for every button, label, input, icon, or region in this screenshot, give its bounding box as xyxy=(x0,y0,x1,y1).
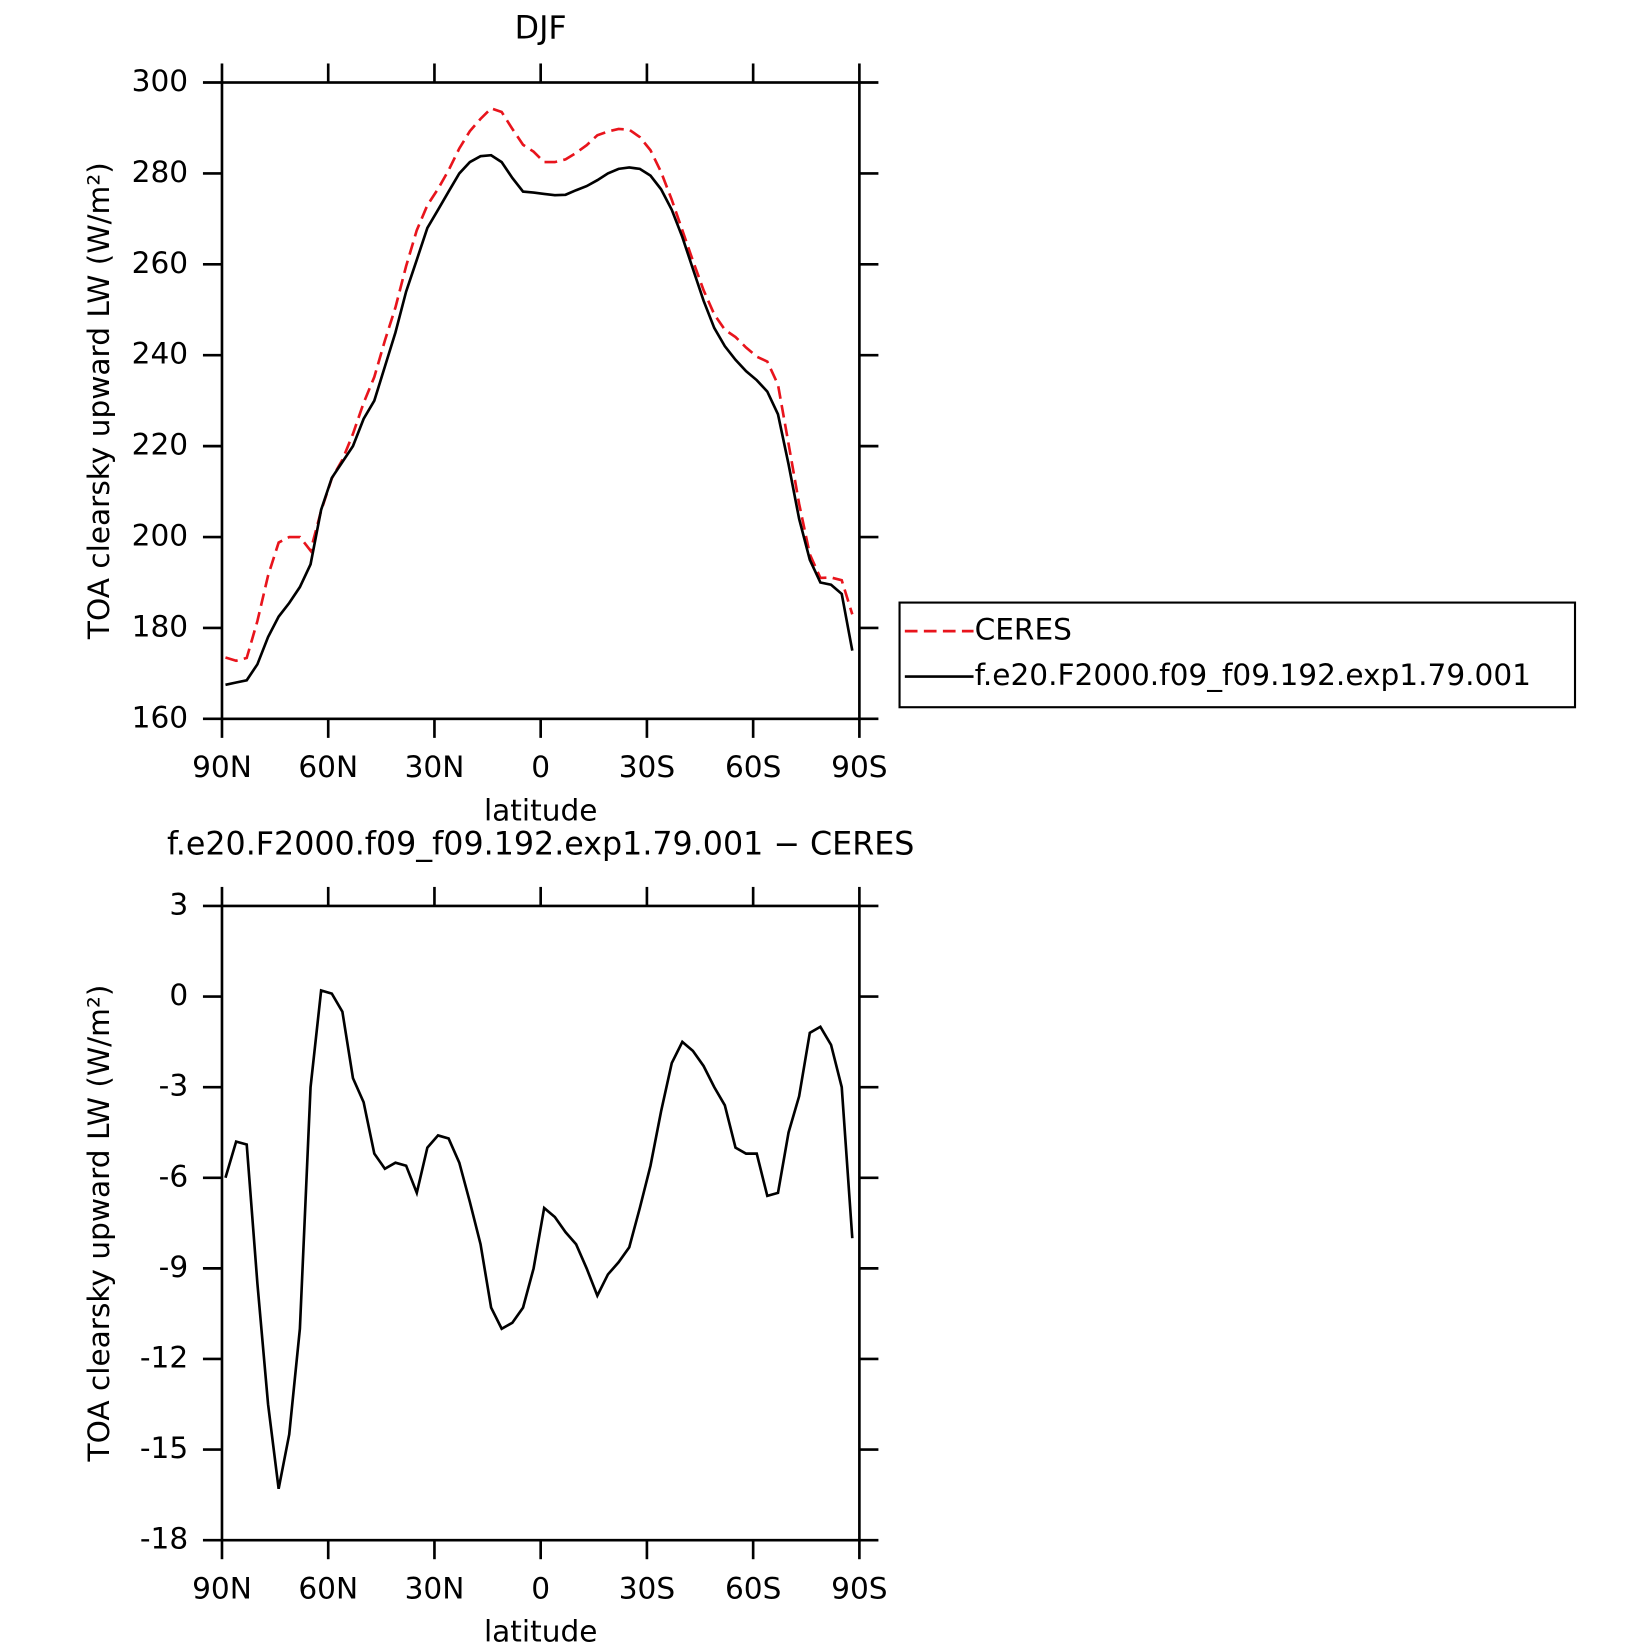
y-tick-label: 240 xyxy=(132,337,188,371)
data-line xyxy=(225,153,854,687)
legend-label: CERES xyxy=(975,613,1072,647)
x-tick-label: 90S xyxy=(831,1571,887,1605)
x-tick-label: 0 xyxy=(531,750,550,784)
chart-title: DJF xyxy=(515,11,567,47)
legend-box xyxy=(898,601,1577,709)
x-tick-label: 30N xyxy=(405,1571,465,1605)
y-tick-label: -6 xyxy=(159,1159,188,1193)
plot-frame xyxy=(220,904,861,1542)
x-tick-label: 60S xyxy=(725,1571,781,1605)
y-tick-label: -15 xyxy=(140,1431,188,1465)
data-line xyxy=(224,988,854,1490)
x-tick-label: 30S xyxy=(619,750,675,784)
x-tick-label: 90S xyxy=(831,750,887,784)
y-tick-label: 260 xyxy=(132,246,188,280)
y-tick-label: 180 xyxy=(132,609,188,643)
y-tick-label: 280 xyxy=(132,155,188,189)
data-line xyxy=(225,106,854,663)
x-axis-label: latitude xyxy=(484,793,597,827)
x-tick-label: 0 xyxy=(531,1571,550,1605)
legend-label: f.e20.F2000.f09_f09.192.exp1.79.001 xyxy=(975,658,1531,692)
y-tick-label: 300 xyxy=(132,64,188,98)
x-tick-label: 30S xyxy=(619,1571,675,1605)
x-tick-label: 90N xyxy=(192,750,252,784)
x-axis-label: latitude xyxy=(484,1615,597,1647)
x-tick-label: 60S xyxy=(725,750,781,784)
y-tick-label: 160 xyxy=(132,700,188,734)
y-tick-label: 3 xyxy=(169,887,188,921)
y-tick-label: 220 xyxy=(132,428,188,462)
x-tick-label: 60N xyxy=(298,750,358,784)
chart-title: f.e20.F2000.f09_f09.192.exp1.79.001 − CE… xyxy=(167,827,914,863)
y-axis-label: TOA clearsky upward LW (W/m²) xyxy=(82,985,116,1463)
x-tick-label: 30N xyxy=(405,750,465,784)
y-tick-label: -3 xyxy=(159,1069,188,1103)
y-tick-label: 0 xyxy=(169,978,188,1012)
y-axis-label: TOA clearsky upward LW (W/m²) xyxy=(82,162,116,640)
y-tick-label: -9 xyxy=(159,1250,188,1284)
plot-frame xyxy=(220,81,861,721)
y-tick-label: -12 xyxy=(140,1340,188,1374)
x-tick-label: 90N xyxy=(192,1571,252,1605)
x-tick-label: 60N xyxy=(298,1571,358,1605)
y-tick-label: 200 xyxy=(132,519,188,553)
y-tick-label: -18 xyxy=(140,1522,188,1556)
